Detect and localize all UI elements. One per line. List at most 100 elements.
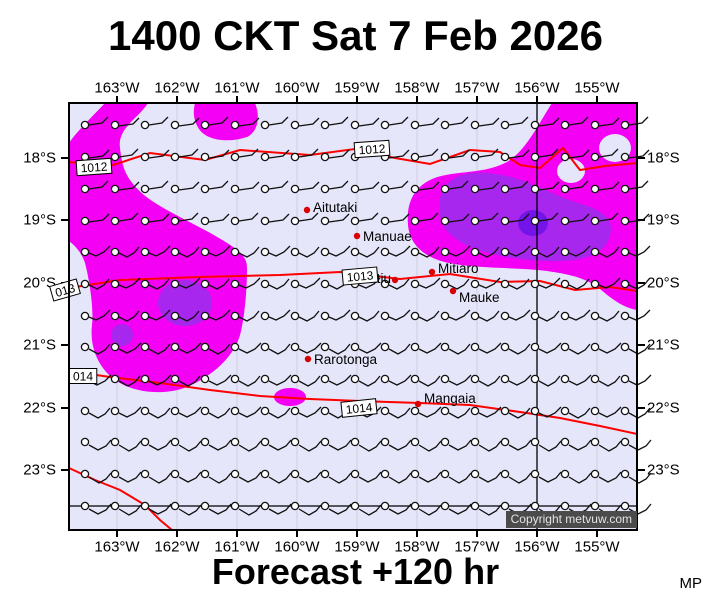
wind-barb bbox=[530, 246, 560, 258]
wind-barb bbox=[410, 148, 439, 162]
lon-tick-top bbox=[116, 96, 118, 103]
wind-barb bbox=[290, 406, 322, 418]
wind-barb bbox=[170, 310, 200, 322]
wind-barb bbox=[410, 501, 442, 516]
wind-barb bbox=[590, 469, 622, 483]
wind-barb bbox=[170, 148, 199, 162]
wind-barb bbox=[470, 148, 499, 162]
wind-barb bbox=[80, 406, 111, 419]
wind-barb bbox=[170, 246, 200, 258]
wind-barb bbox=[350, 246, 380, 258]
wind-barb bbox=[320, 342, 351, 355]
wind-barb bbox=[440, 469, 472, 484]
wind-barb bbox=[260, 501, 292, 515]
wind-barb bbox=[140, 278, 170, 290]
wind-barb bbox=[590, 246, 620, 258]
place-label: Mangaia bbox=[424, 391, 476, 406]
lon-tick-bottom bbox=[296, 530, 298, 537]
wind-barb bbox=[230, 406, 262, 418]
lat-tick-right bbox=[638, 282, 645, 284]
wind-barb bbox=[230, 148, 259, 162]
wind-barb bbox=[200, 469, 232, 484]
lon-label: 158°W bbox=[394, 538, 440, 556]
wind-barb bbox=[170, 181, 200, 194]
place-marker bbox=[428, 268, 436, 276]
wind-barb bbox=[470, 374, 501, 387]
wind-barb bbox=[560, 278, 590, 290]
wind-barb bbox=[440, 278, 470, 290]
wind-barb bbox=[260, 469, 292, 484]
wind-barb bbox=[110, 406, 142, 418]
wind-barb bbox=[530, 117, 560, 130]
wind-barb bbox=[530, 277, 561, 289]
wind-barb bbox=[620, 469, 652, 484]
wind-barb bbox=[80, 469, 112, 484]
wind-barb bbox=[560, 245, 591, 257]
lat-label: 21°S bbox=[647, 336, 680, 354]
lon-tick-top bbox=[176, 96, 178, 103]
wind-barb bbox=[530, 181, 560, 194]
wind-barb bbox=[170, 117, 200, 130]
wind-barb bbox=[470, 342, 502, 354]
wind-barb bbox=[590, 310, 620, 322]
wind-barb bbox=[380, 213, 410, 226]
wind-barb bbox=[470, 501, 502, 516]
wind-barb bbox=[290, 437, 322, 452]
lat-label: 19°S bbox=[23, 211, 56, 229]
wind-barb bbox=[530, 310, 560, 322]
wind-barb bbox=[110, 148, 139, 162]
wind-barb bbox=[110, 501, 142, 516]
wind-barb bbox=[290, 469, 322, 483]
isobar-label-1012: 1012 bbox=[353, 139, 391, 159]
place-marker bbox=[391, 276, 399, 284]
precip-area-moderate bbox=[111, 324, 133, 346]
wind-barb-field bbox=[80, 116, 652, 516]
lat-label: 18°S bbox=[23, 149, 56, 167]
wind-barb bbox=[410, 374, 441, 387]
lon-tick-bottom bbox=[356, 530, 358, 537]
wind-barb bbox=[500, 374, 532, 386]
wind-barb bbox=[440, 213, 470, 226]
wind-barb bbox=[470, 212, 499, 226]
lat-tick-left bbox=[61, 344, 68, 346]
wind-barb bbox=[200, 309, 231, 321]
wind-barb bbox=[80, 116, 109, 130]
lon-tick-top bbox=[596, 96, 598, 103]
lon-label: 163°W bbox=[94, 79, 140, 97]
wind-barb bbox=[230, 117, 260, 130]
wind-barb bbox=[290, 148, 319, 162]
wind-barb bbox=[500, 116, 529, 130]
copyright-badge: Copyright metvuw.com bbox=[505, 511, 637, 528]
wind-barb bbox=[530, 148, 559, 162]
wind-barb bbox=[290, 374, 321, 387]
wind-barb bbox=[380, 469, 412, 484]
wind-barb bbox=[350, 501, 382, 516]
place-marker bbox=[303, 206, 311, 214]
lon-tick-bottom bbox=[596, 530, 598, 537]
wind-barb bbox=[470, 437, 502, 452]
wind-barb bbox=[620, 374, 652, 386]
lon-label: 161°W bbox=[214, 538, 260, 556]
wind-barb bbox=[230, 469, 262, 483]
wind-barb bbox=[200, 213, 230, 226]
wind-barb bbox=[200, 116, 229, 130]
lon-label: 160°W bbox=[274, 538, 320, 556]
wind-barb bbox=[590, 277, 621, 289]
wind-barb bbox=[410, 277, 441, 289]
wind-barb bbox=[590, 406, 622, 418]
wind-barb bbox=[230, 342, 262, 354]
lon-label: 162°W bbox=[154, 79, 200, 97]
wind-barb bbox=[110, 310, 140, 322]
wind-barb bbox=[110, 181, 140, 194]
lon-label: 155°W bbox=[574, 79, 620, 97]
place-label: Mauke bbox=[459, 290, 500, 305]
lat-tick-right bbox=[638, 157, 645, 159]
precip-area-light bbox=[193, 103, 258, 141]
wind-barb bbox=[590, 117, 620, 130]
wind-barb bbox=[380, 374, 412, 386]
isobar-label-014: 014 bbox=[68, 368, 98, 384]
wind-barb bbox=[170, 406, 202, 418]
wind-barb bbox=[230, 246, 260, 258]
wind-barb bbox=[230, 437, 262, 452]
